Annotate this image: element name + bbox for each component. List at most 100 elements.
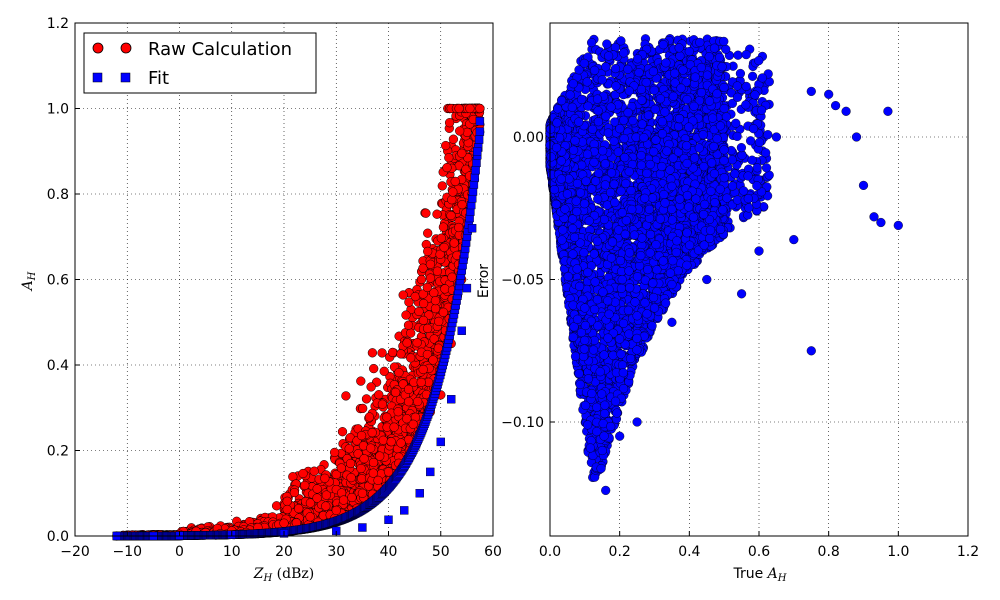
raw-point	[465, 103, 475, 114]
raw-point	[442, 162, 452, 173]
raw-point	[387, 347, 398, 358]
raw-point	[361, 394, 372, 404]
raw-point	[414, 306, 424, 317]
raw-point	[289, 487, 300, 498]
raw-point	[438, 222, 449, 232]
raw-point	[440, 284, 450, 294]
left-ytick-label: 0.2	[47, 444, 69, 460]
fit-point	[415, 489, 424, 498]
raw-point	[379, 366, 389, 376]
raw-point	[398, 290, 408, 300]
raw-point	[366, 382, 376, 392]
raw-point	[447, 195, 457, 205]
raw-point	[312, 493, 322, 503]
raw-point	[418, 298, 429, 309]
fit-point	[462, 283, 472, 293]
raw-point	[421, 208, 431, 218]
raw-point	[271, 501, 282, 511]
raw-point	[345, 458, 356, 469]
raw-point	[430, 295, 441, 306]
raw-point	[294, 503, 304, 514]
left-xtick-label: 10	[223, 544, 241, 560]
left-ytick-label: 0.8	[47, 187, 69, 203]
left-ytick-label: 0.4	[47, 358, 69, 374]
raw-point	[455, 126, 465, 136]
left-xlabel: ZH (dBz)	[253, 566, 314, 584]
raw-point	[300, 480, 310, 491]
raw-point	[449, 238, 459, 248]
raw-point	[408, 419, 418, 429]
fit-point	[457, 326, 466, 335]
raw-point	[356, 463, 366, 474]
left-xtick-label: 30	[327, 544, 345, 560]
raw-point	[450, 176, 460, 187]
raw-point	[444, 118, 455, 128]
raw-point	[377, 348, 387, 358]
legend-marker-fit-1	[92, 72, 103, 83]
raw-point	[368, 457, 379, 468]
raw-point	[366, 443, 376, 453]
fit-point	[467, 223, 477, 233]
raw-point	[389, 422, 399, 432]
raw-point	[357, 488, 368, 498]
legend-label-raw: Raw Calculation	[148, 39, 292, 60]
raw-point	[446, 210, 456, 221]
raw-point	[402, 338, 412, 348]
raw-point	[438, 307, 449, 317]
left-ytick-label: 0.6	[47, 273, 69, 289]
fit-point	[436, 437, 445, 447]
left-xtick-label: 50	[432, 544, 450, 560]
raw-point	[341, 391, 351, 401]
raw-point	[412, 338, 422, 348]
raw-point	[377, 399, 388, 409]
raw-point	[437, 181, 447, 191]
fit-point	[471, 165, 480, 175]
raw-point	[344, 444, 354, 454]
raw-point	[358, 403, 368, 414]
fit-point	[400, 506, 409, 515]
raw-point	[425, 273, 436, 283]
raw-point	[404, 397, 414, 407]
raw-point	[331, 505, 341, 516]
raw-point	[347, 492, 357, 503]
raw-point	[356, 376, 366, 386]
left-xtick-label: −10	[112, 544, 142, 560]
raw-point	[386, 437, 396, 447]
raw-point	[382, 412, 392, 422]
fit-point	[475, 127, 485, 136]
raw-point	[423, 228, 433, 238]
legend-label-fit: Fit	[148, 68, 169, 89]
raw-point	[383, 467, 394, 477]
raw-point	[454, 222, 464, 233]
left-xtick-label: 0	[175, 544, 184, 560]
raw-point	[406, 328, 416, 338]
raw-point	[329, 447, 340, 458]
fit-point	[447, 395, 456, 404]
raw-point	[403, 320, 414, 330]
fit-point	[470, 173, 479, 182]
raw-point	[282, 504, 292, 515]
fit-point	[469, 180, 479, 189]
left-ytick-label: 1.0	[47, 102, 69, 118]
raw-point	[364, 412, 375, 422]
raw-point	[432, 266, 443, 276]
left-ytick-label: 1.2	[47, 16, 69, 32]
raw-point	[430, 303, 441, 314]
left-xtick-label: 60	[484, 544, 502, 560]
fit-point	[474, 135, 484, 144]
raw-point	[422, 282, 432, 293]
raw-point	[457, 148, 467, 158]
raw-point	[413, 396, 423, 407]
raw-point	[441, 140, 451, 151]
raw-point	[475, 103, 485, 114]
raw-point	[432, 209, 442, 219]
raw-point	[434, 316, 444, 327]
raw-point	[422, 323, 433, 334]
fit-point	[358, 523, 367, 532]
raw-point	[369, 363, 379, 374]
raw-point	[367, 348, 378, 358]
left-xtick-label: 40	[380, 544, 398, 560]
fit-point	[475, 117, 485, 126]
raw-point	[309, 466, 319, 476]
fit-point	[384, 515, 393, 524]
